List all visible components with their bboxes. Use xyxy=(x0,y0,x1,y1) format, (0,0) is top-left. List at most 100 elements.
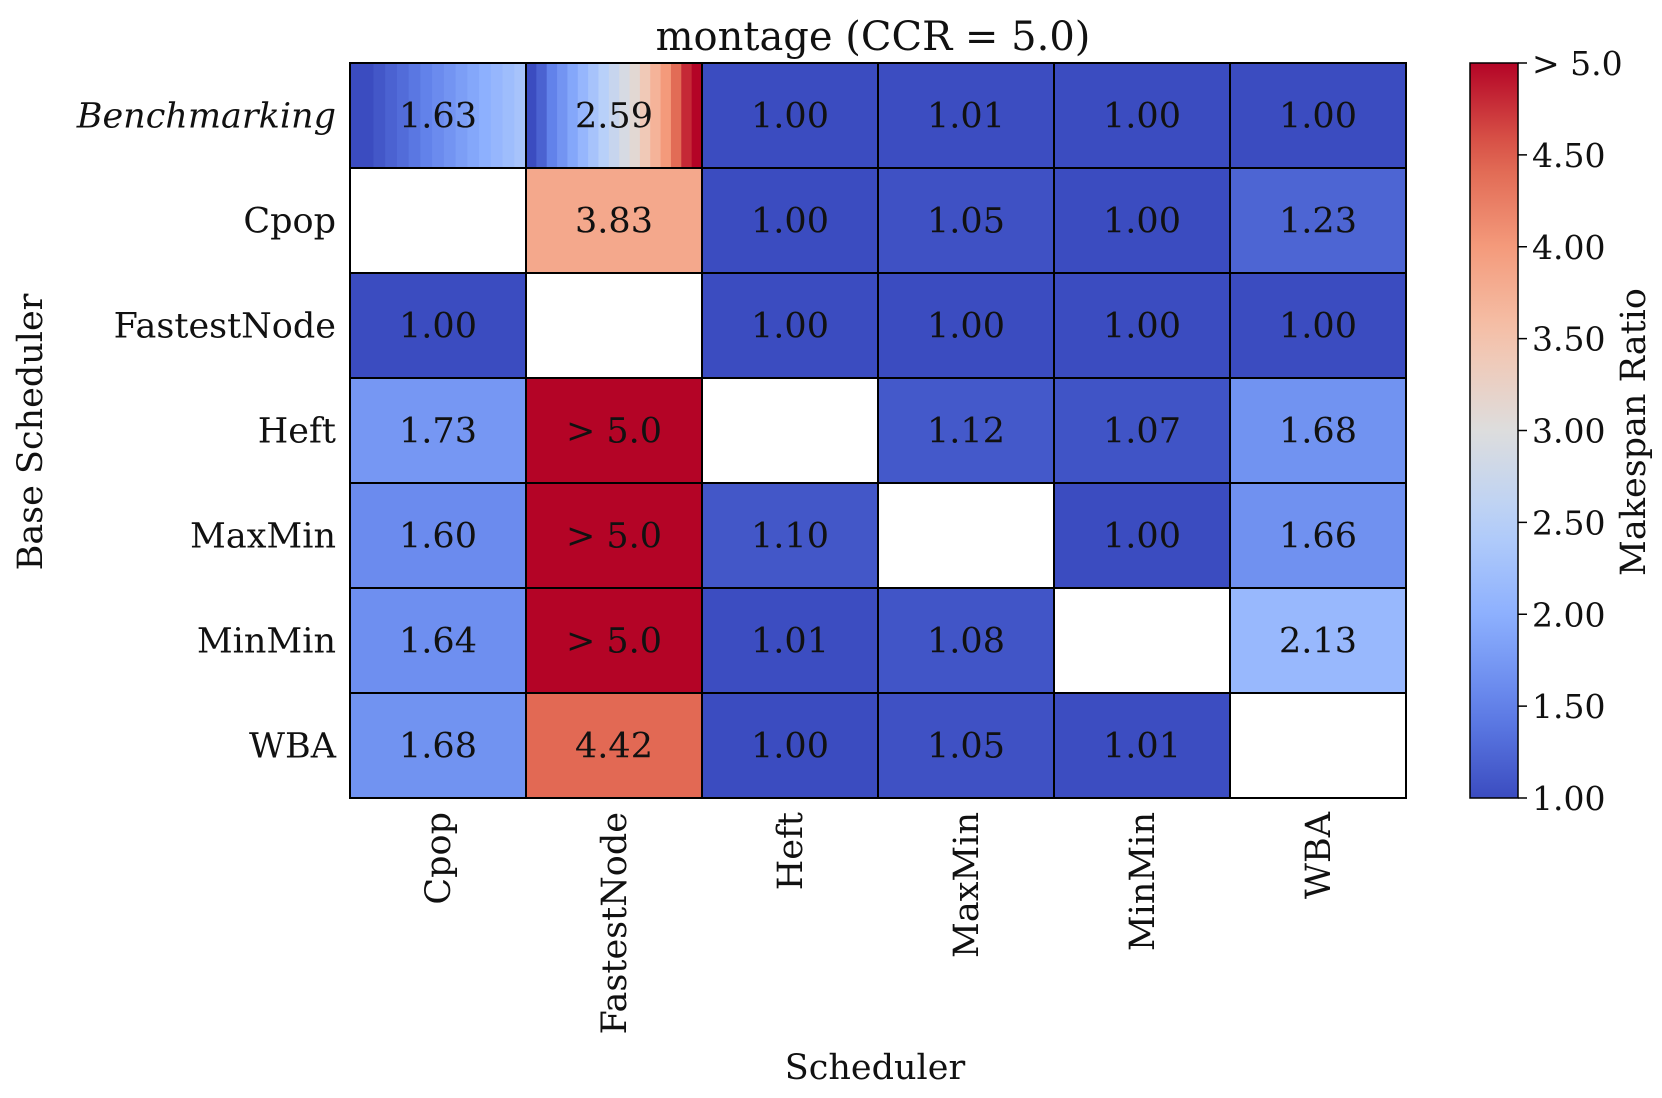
row-label-wba: WBA xyxy=(249,727,337,767)
cell-minmin-minmin xyxy=(1053,587,1231,694)
y-axis-label: Base Scheduler xyxy=(11,293,51,570)
cell-value-label: 1.00 xyxy=(1103,202,1181,242)
cell-strip xyxy=(373,63,386,168)
cell-strip xyxy=(361,63,375,168)
cell-strip xyxy=(455,63,468,168)
col-label-wba: WBA xyxy=(1299,811,1339,899)
cell-value-label: 1.00 xyxy=(1103,97,1181,137)
cell-benchmarking-minmin xyxy=(1053,62,1231,169)
cell-cpop-fastestnode xyxy=(525,167,703,274)
cell-fastestnode-wba xyxy=(1229,272,1407,379)
chart-title: montage (CCR = 5.0) xyxy=(656,14,1091,60)
col-label-minmin: MinMin xyxy=(1123,812,1163,951)
colorbar-ticks: 1.00 1.50 2.00 2.50 3.00 3.50 4.00 4.50 > 5.0 xyxy=(1518,44,1623,818)
cell-strip xyxy=(691,63,703,168)
colorbar-tick-label: 1.50 xyxy=(1532,687,1605,726)
cell-value-label: 1.23 xyxy=(1279,202,1357,242)
cell-benchmarking-maxmin xyxy=(877,62,1055,169)
cell-strip xyxy=(681,63,693,168)
cell-cpop-minmin xyxy=(1053,167,1231,274)
cell-strip xyxy=(567,63,579,168)
cell-wba-cpop xyxy=(349,692,527,799)
row-label-benchmarking: Benchmarking xyxy=(76,97,336,137)
cell-cpop-maxmin xyxy=(877,167,1055,274)
cell-value-label: 1.00 xyxy=(1279,307,1357,347)
cell-value-label: 1.00 xyxy=(751,727,829,767)
cell-value-label: 1.00 xyxy=(399,307,477,347)
cell-value-label: 4.42 xyxy=(575,727,653,767)
col-label-cpop: Cpop xyxy=(419,812,459,905)
cell-strip xyxy=(608,63,620,168)
colorbar-tick-label: 2.00 xyxy=(1532,595,1605,634)
row-tick-labels: Benchmarking Cpop FastestNode Heft MaxMin Min… xyxy=(76,97,337,767)
cell-strip xyxy=(546,63,558,168)
cell-wba-minmin xyxy=(1053,692,1231,799)
cell-value-label: 2.13 xyxy=(1279,622,1357,662)
cell-value-label: 1.68 xyxy=(1279,412,1357,452)
cell-strip xyxy=(557,63,569,168)
column-tick-labels: Cpop FastestNode Heft MaxMin MinMin WBA xyxy=(419,811,1339,1034)
cell-fastestnode-cpop xyxy=(349,272,527,379)
x-axis-label: Scheduler xyxy=(785,1048,966,1088)
cell-maxmin-wba xyxy=(1229,482,1407,589)
colorbar-tick-label: 3.50 xyxy=(1532,320,1605,359)
cell-value-label: 1.68 xyxy=(399,727,477,767)
cell-value-label: 1.00 xyxy=(751,97,829,137)
cell-minmin-wba xyxy=(1229,587,1407,694)
cell-benchmarking-fastestnode xyxy=(525,62,703,169)
cell-heft-heft xyxy=(701,377,879,484)
colorbar-tick-label: 1.00 xyxy=(1532,779,1605,818)
colorbar-label: Makespan Ratio xyxy=(1614,288,1654,576)
cell-strip xyxy=(588,63,600,168)
cell-wba-wba xyxy=(1229,692,1407,799)
cell-minmin-maxmin xyxy=(877,587,1055,694)
cell-value-label: 1.05 xyxy=(927,202,1005,242)
cell-strip xyxy=(639,63,651,168)
cell-wba-heft xyxy=(701,692,879,799)
cell-value-label: 1.00 xyxy=(927,307,1005,347)
row-label-heft: Heft xyxy=(258,412,336,452)
cell-strip xyxy=(619,63,631,168)
cell-benchmarking-cpop xyxy=(349,62,527,169)
cell-value-label: 1.66 xyxy=(1279,517,1357,557)
colorbar-tick-label: 2.50 xyxy=(1532,503,1605,542)
cell-value-label: 1.00 xyxy=(1103,517,1181,557)
cell-wba-fastestnode xyxy=(525,692,703,799)
cell-fastestnode-heft xyxy=(701,272,879,379)
cell-value-label: 1.60 xyxy=(399,517,477,557)
cell-value-label: 1.00 xyxy=(751,307,829,347)
cell-value-label: 1.00 xyxy=(1279,97,1357,137)
cell-strip xyxy=(408,63,421,168)
cell-value-label: 1.63 xyxy=(399,97,477,137)
cell-value-label: > 5.0 xyxy=(566,412,662,452)
cell-value-label: 1.00 xyxy=(1103,307,1181,347)
cell-cpop-wba xyxy=(1229,167,1407,274)
cell-value-label: 1.01 xyxy=(751,622,829,662)
cell-cpop-cpop xyxy=(349,167,527,274)
cell-strip xyxy=(502,63,515,168)
cell-strip xyxy=(660,63,672,168)
row-label-cpop: Cpop xyxy=(243,202,336,242)
col-label-heft: Heft xyxy=(771,812,811,890)
cell-fastestnode-maxmin xyxy=(877,272,1055,379)
cell-strip xyxy=(598,63,610,168)
colorbar-tick-label: 3.00 xyxy=(1532,412,1605,451)
cell-strip xyxy=(629,63,641,168)
colorbar: 1.00 1.50 2.00 2.50 3.00 3.50 4.00 4.50 > 5.0 Ma… xyxy=(1469,44,1654,818)
cell-strip xyxy=(385,63,398,168)
cell-maxmin-maxmin xyxy=(877,482,1055,589)
row-label-fastestnode: FastestNode xyxy=(114,307,336,347)
cell-strip xyxy=(650,63,662,168)
cell-maxmin-heft xyxy=(701,482,879,589)
cell-value-label: 1.64 xyxy=(399,622,477,662)
cell-strip xyxy=(479,63,492,168)
row-label-maxmin: MaxMin xyxy=(190,517,336,557)
cell-value-label: 1.08 xyxy=(927,622,1005,662)
heatmap-cell-labels: 1.63 2.59 1.00 1.01 1.00 1.00 3.83 1.00 1.05 1.00… xyxy=(399,97,1357,767)
cell-heft-minmin xyxy=(1053,377,1231,484)
row-label-minmin: MinMin xyxy=(197,622,336,662)
cell-value-label: 1.73 xyxy=(399,412,477,452)
cell-value-label: 1.12 xyxy=(927,412,1005,452)
cell-strip xyxy=(432,63,445,168)
cell-strip xyxy=(670,63,682,168)
